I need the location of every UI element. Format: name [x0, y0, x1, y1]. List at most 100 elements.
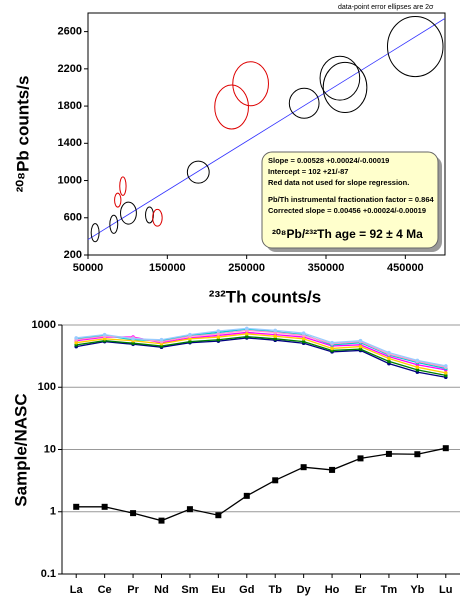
y-tick-label: 10 [44, 443, 56, 455]
x-axis-label: ²³²Th counts/s [209, 287, 321, 306]
marker [387, 356, 391, 361]
marker [216, 332, 221, 336]
marker [243, 492, 250, 499]
marker [216, 335, 221, 339]
y-tick-label: 2600 [58, 26, 82, 38]
x-tick-label: Tm [381, 584, 398, 596]
y-tick-label: 2200 [58, 63, 82, 75]
x-tick-label: Eu [211, 584, 225, 596]
y-tick-label: 1800 [58, 100, 82, 112]
series-line [76, 335, 446, 377]
annotation: data-point error ellipses are 2σ [338, 4, 434, 11]
y-tick-label: 100 [38, 381, 56, 393]
x-tick-label: 450000 [387, 262, 424, 274]
y-axis-label: ²⁰⁸Pb counts/s [13, 76, 32, 193]
marker [188, 337, 192, 341]
series-line [76, 333, 446, 374]
box-text: Pb/Th instrumental fractionation factor … [268, 195, 434, 204]
x-tick-label: 250000 [228, 262, 265, 274]
marker [442, 445, 449, 452]
error-ellipse [152, 208, 163, 227]
y-axis-label: Sample/NASC [11, 393, 30, 506]
marker [414, 451, 421, 458]
x-tick-label: Sm [181, 584, 198, 596]
marker [186, 506, 193, 513]
box-text: Red data not used for slope regression. [268, 178, 409, 187]
marker [73, 503, 80, 510]
marker [387, 359, 391, 364]
box-text: Intercept = 102 +21/-87 [268, 167, 348, 176]
x-tick-label: Er [355, 584, 367, 596]
error-ellipse [322, 61, 368, 113]
marker [415, 368, 420, 372]
marker [102, 337, 107, 341]
marker [415, 365, 420, 369]
marker [301, 331, 306, 335]
marker [300, 464, 307, 471]
y-tick-label: 0.1 [41, 568, 56, 580]
x-tick-label: Ho [325, 584, 340, 596]
x-tick-label: Yb [410, 584, 424, 596]
error-ellipse [319, 55, 361, 101]
marker [273, 337, 278, 341]
marker [216, 329, 221, 333]
marker [301, 337, 306, 341]
marker [443, 364, 448, 368]
marker [216, 337, 221, 342]
marker [357, 455, 364, 462]
marker [358, 347, 363, 351]
marker [330, 346, 334, 351]
marker [74, 336, 79, 340]
series-line [76, 337, 446, 378]
error-ellipse [232, 61, 269, 107]
y-tick-label: 1400 [58, 137, 82, 149]
marker [272, 477, 279, 484]
marker [102, 332, 107, 337]
age-label: ²⁰⁸Pb/²³²Th age = 92 ± 4 Ma [272, 227, 423, 241]
x-tick-label: Lu [439, 584, 452, 596]
y-tick-label: 600 [64, 212, 82, 224]
error-ellipse [145, 206, 154, 224]
x-tick-label: Dy [297, 584, 312, 596]
x-tick-label: 50000 [73, 262, 104, 274]
marker [387, 350, 391, 355]
y-tick-label: 1000 [32, 319, 56, 331]
error-ellipse [119, 176, 127, 196]
x-tick-label: 350000 [308, 262, 345, 274]
x-tick-label: Ce [98, 584, 112, 596]
box-text: Corrected slope = 0.00456 +0.00024/-0.00… [268, 206, 426, 215]
marker [385, 450, 392, 457]
marker [74, 340, 79, 345]
error-ellipse [90, 223, 100, 243]
marker [244, 334, 249, 339]
y-tick-label: 1 [50, 506, 56, 518]
series-line [76, 327, 446, 367]
marker [273, 334, 278, 339]
marker [188, 332, 192, 337]
error-ellipse [386, 15, 444, 78]
x-tick-label: Nd [154, 584, 169, 596]
marker [273, 328, 278, 333]
marker [131, 341, 135, 346]
error-ellipse [288, 87, 320, 119]
marker [131, 337, 135, 341]
x-tick-label: La [70, 584, 84, 596]
marker [244, 332, 249, 336]
error-ellipse [186, 160, 210, 184]
marker [358, 344, 363, 349]
text-box [261, 151, 439, 249]
plot-frame [87, 12, 446, 256]
marker [215, 512, 222, 519]
marker [158, 517, 165, 524]
series-line [76, 328, 446, 370]
marker [188, 339, 192, 344]
x-tick-label: Pr [127, 584, 139, 596]
marker [130, 510, 137, 517]
error-ellipse [214, 84, 249, 130]
marker [330, 340, 334, 345]
error-ellipse [109, 214, 119, 234]
marker [358, 338, 363, 343]
x-tick-label: Gd [239, 584, 254, 596]
